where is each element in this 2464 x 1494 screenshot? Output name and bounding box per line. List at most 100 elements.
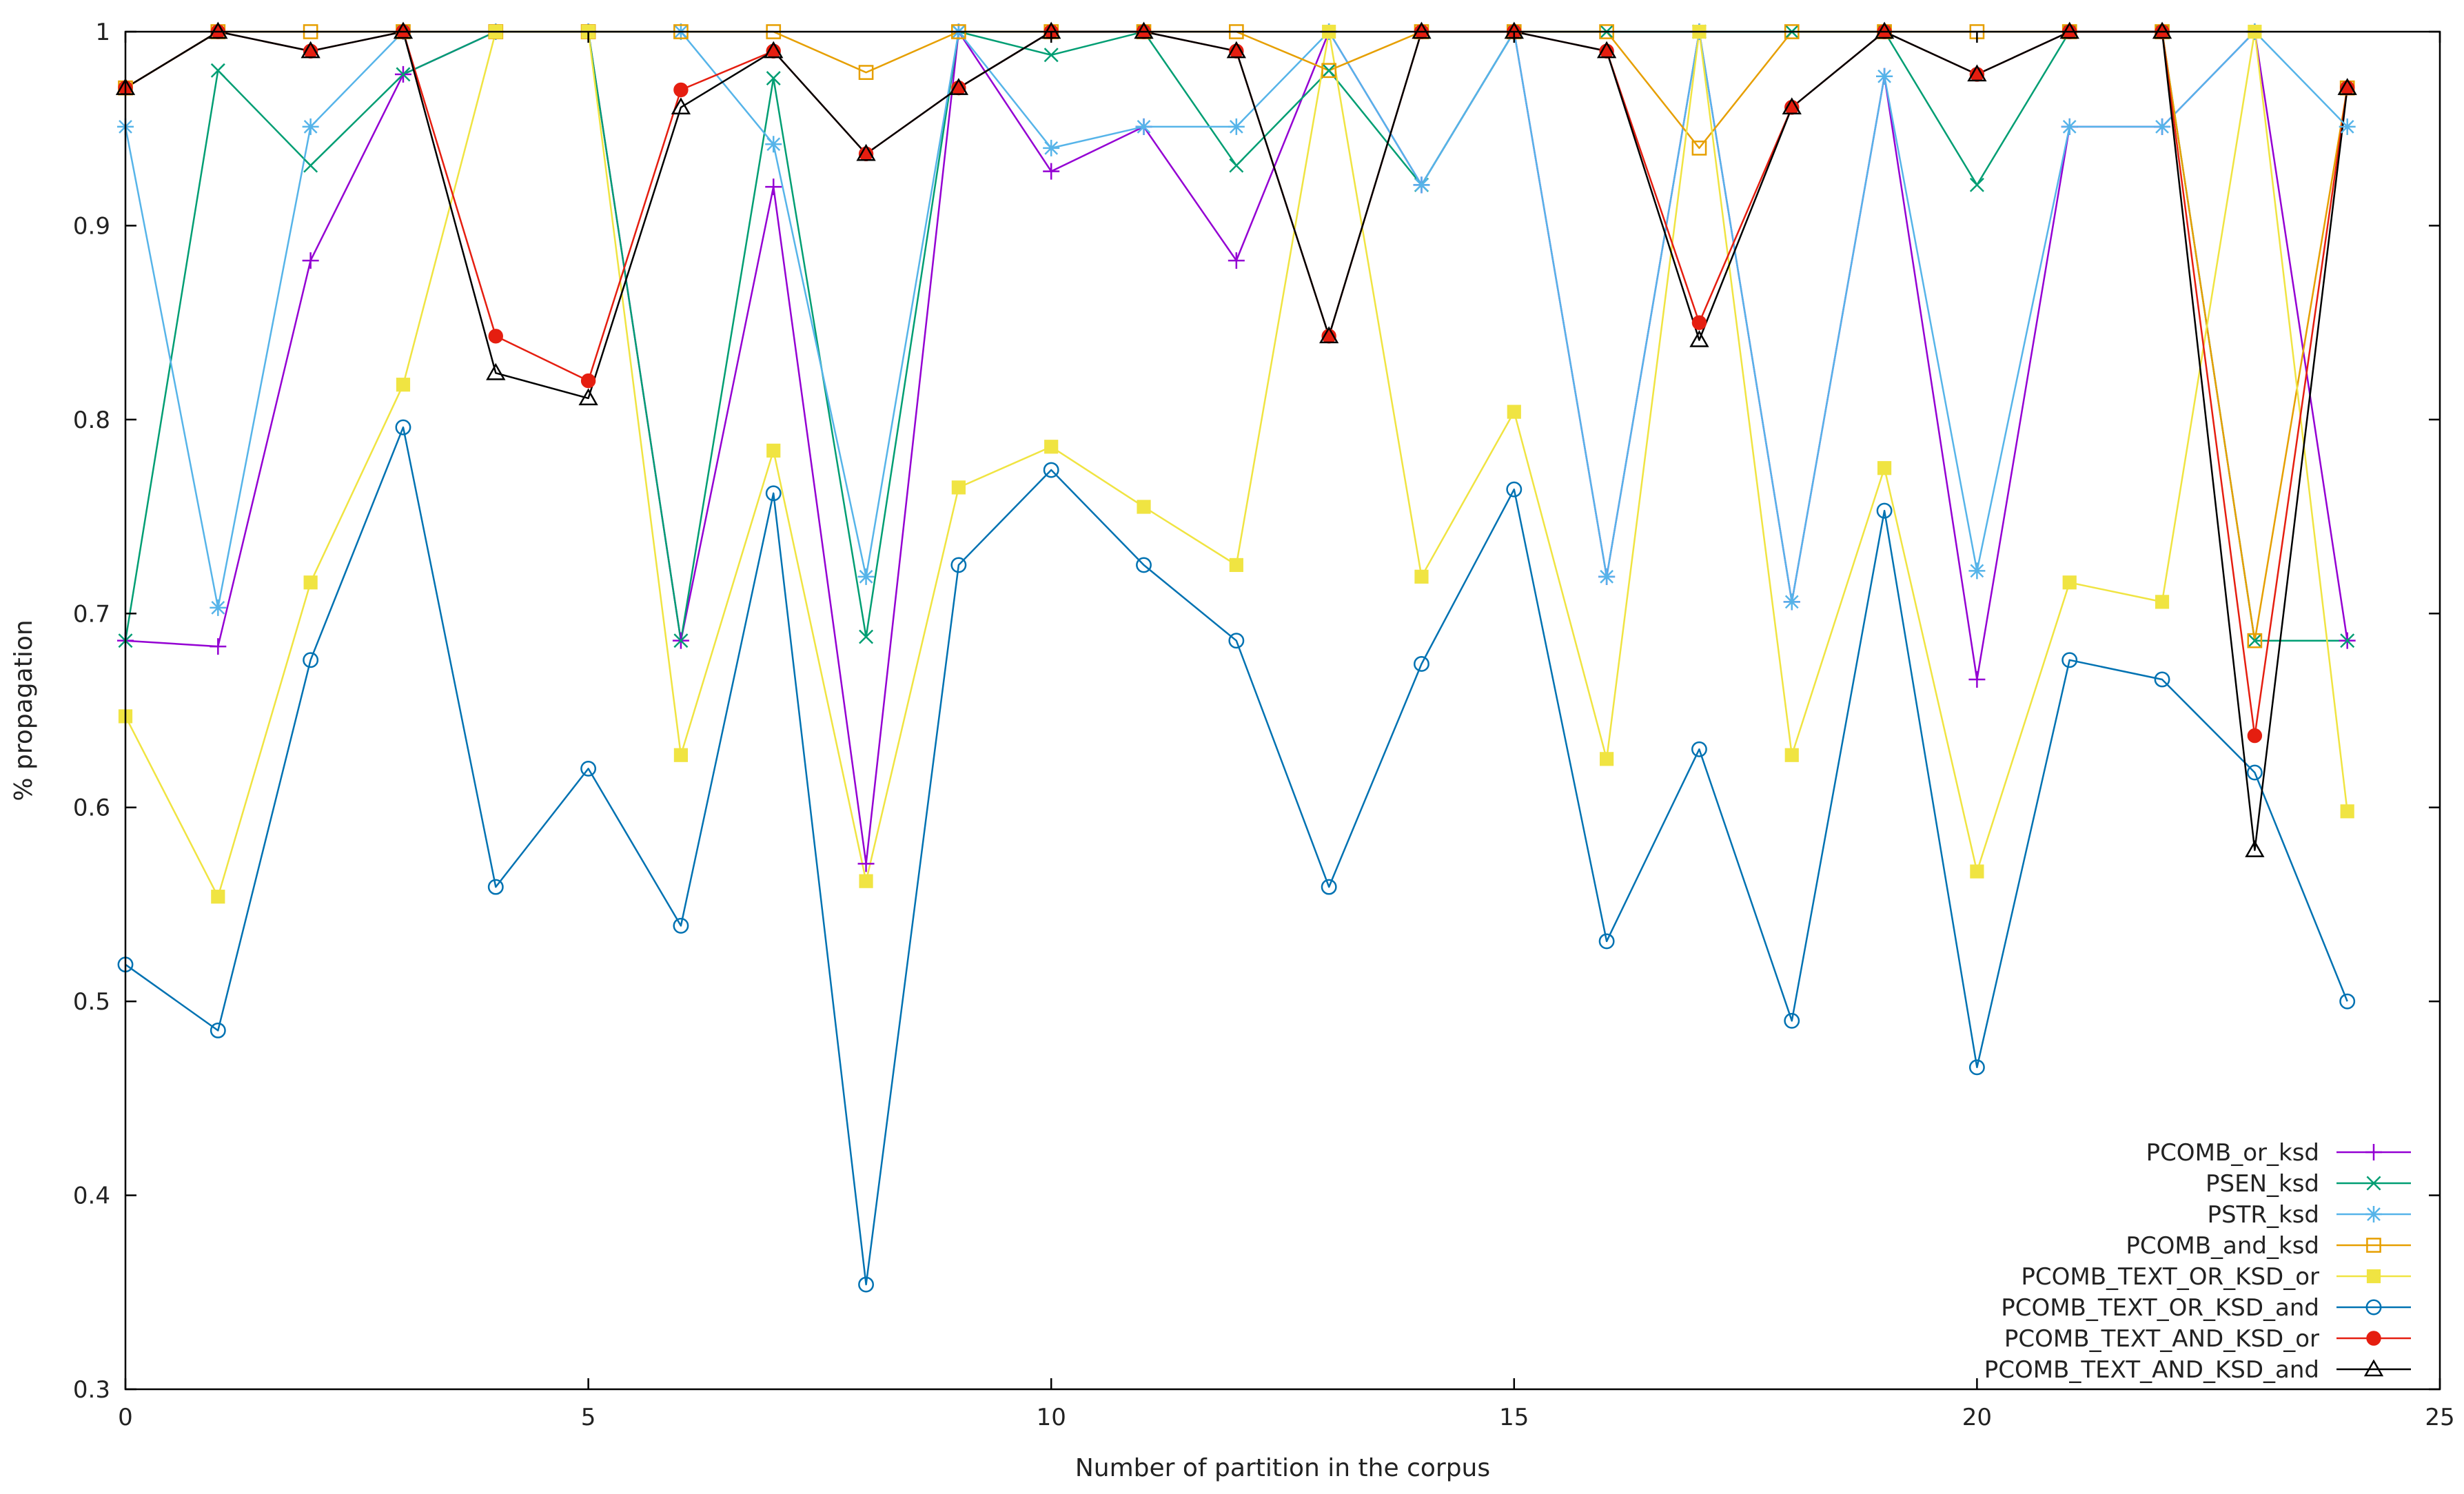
data-point	[580, 760, 597, 777]
data-point	[2363, 1359, 2384, 1377]
data-point	[1228, 252, 1245, 269]
data-point	[1689, 329, 1709, 347]
data-point	[1784, 748, 1799, 762]
x-tick-label: 10	[1037, 1404, 1066, 1431]
series-markers-PCOMB_and_ksd	[118, 24, 2355, 648]
y-tick-label: 0.9	[73, 212, 110, 240]
data-point	[487, 879, 504, 895]
data-point	[1876, 68, 1893, 85]
plot-frame	[124, 30, 2441, 1391]
data-point	[764, 41, 784, 59]
data-point	[856, 143, 876, 161]
data-point	[393, 21, 414, 39]
data-point	[2366, 1269, 2381, 1284]
data-point	[2340, 633, 2355, 648]
data-point	[580, 373, 596, 389]
data-point	[1413, 176, 1430, 194]
data-point	[395, 419, 411, 436]
data-point	[1876, 502, 1893, 519]
data-point	[858, 65, 874, 80]
data-point	[858, 1276, 875, 1293]
y-tick-label: 0.5	[73, 988, 110, 1016]
data-point	[1600, 752, 1614, 766]
data-point	[2246, 764, 2263, 781]
data-point	[1783, 593, 1800, 611]
legend-label: PCOMB_TEXT_OR_KSD_or	[2021, 1263, 2319, 1291]
data-point	[2365, 1206, 2382, 1222]
data-point	[210, 638, 227, 655]
data-point	[302, 252, 319, 269]
legend: PCOMB_or_ksd PSEN_ksd PSTR_ksd PCOMB_and_ks…	[1984, 1139, 2411, 1384]
data-point	[673, 917, 689, 934]
data-point	[2366, 1331, 2381, 1346]
data-point	[1043, 139, 1060, 156]
data-point	[1044, 440, 1059, 454]
data-point	[857, 568, 875, 585]
data-point	[2366, 1238, 2381, 1253]
legend-label: PCOMB_TEXT_AND_KSD_and	[1984, 1356, 2319, 1384]
legend-label: PCOMB_and_ksd	[2126, 1232, 2319, 1260]
data-point	[765, 136, 782, 153]
data-point	[2154, 671, 2170, 688]
data-point	[1321, 63, 1337, 79]
data-point	[1321, 879, 1337, 895]
y-axis-ticks: 0.3 0.4 0.5 0.6 0.7 0.8 0.9 1	[73, 19, 2440, 1404]
legend-entry: PCOMB_and_ksd	[2126, 1232, 2411, 1260]
data-point	[396, 378, 411, 392]
legend-entry: PCOMB_TEXT_AND_KSD_and	[1984, 1356, 2411, 1384]
data-point	[1691, 315, 1707, 330]
data-point	[2339, 993, 2356, 1010]
data-point	[857, 855, 875, 872]
data-point	[2366, 1176, 2381, 1191]
series-line-PCOMB_TEXT_AND_KSD_and	[125, 30, 2348, 851]
data-point	[2061, 118, 2078, 135]
data-point	[1228, 118, 1245, 135]
x-tick-label: 20	[1962, 1404, 1992, 1431]
data-point	[2154, 118, 2171, 135]
y-tick-label: 0.8	[73, 407, 110, 434]
x-tick-label: 5	[581, 1404, 596, 1431]
data-point	[1229, 158, 1244, 173]
data-point	[766, 71, 781, 86]
data-point	[2339, 118, 2356, 135]
data-point	[2059, 21, 2079, 39]
data-point	[1412, 21, 1432, 39]
data-point	[486, 362, 506, 380]
data-point	[1691, 141, 1707, 156]
x-tick-label: 15	[1499, 1404, 1529, 1431]
data-point	[1967, 64, 1987, 82]
data-point	[303, 158, 318, 173]
series-line-PCOMB_or_ksd	[125, 30, 2348, 865]
data-point	[1874, 21, 1895, 39]
legend-entry: PSEN_ksd	[2206, 1170, 2411, 1198]
data-point	[1598, 568, 1616, 585]
legend-label: PSEN_ksd	[2206, 1170, 2319, 1198]
data-point	[1319, 326, 1339, 344]
data-point	[1968, 1059, 1985, 1076]
data-point	[673, 748, 689, 762]
series-markers-PCOMB_TEXT_OR_KSD_or	[118, 24, 2354, 904]
data-point	[1782, 97, 1802, 115]
y-tick-label: 1	[95, 19, 110, 46]
legend-entry: PCOMB_or_ksd	[2146, 1139, 2411, 1167]
data-point	[210, 599, 227, 616]
legend-entry: PCOMB_TEXT_AND_KSD_or	[2004, 1325, 2411, 1353]
data-point	[2155, 595, 2170, 609]
data-point	[1784, 1012, 1800, 1029]
data-point	[951, 480, 966, 495]
data-point	[1226, 41, 1246, 59]
data-point	[303, 652, 319, 668]
data-point	[1596, 41, 1617, 59]
data-point	[302, 118, 319, 135]
data-point	[1137, 500, 1151, 514]
data-point	[673, 633, 689, 648]
data-point	[859, 629, 874, 644]
data-point	[578, 388, 598, 406]
data-point	[2245, 840, 2265, 857]
data-point	[396, 67, 411, 82]
y-tick-label: 0.6	[73, 795, 110, 822]
series-line-PCOMB_TEXT_AND_KSD_or	[125, 30, 2348, 737]
series-markers-PSTR_ksd	[117, 23, 2356, 616]
data-point	[1969, 177, 1984, 192]
